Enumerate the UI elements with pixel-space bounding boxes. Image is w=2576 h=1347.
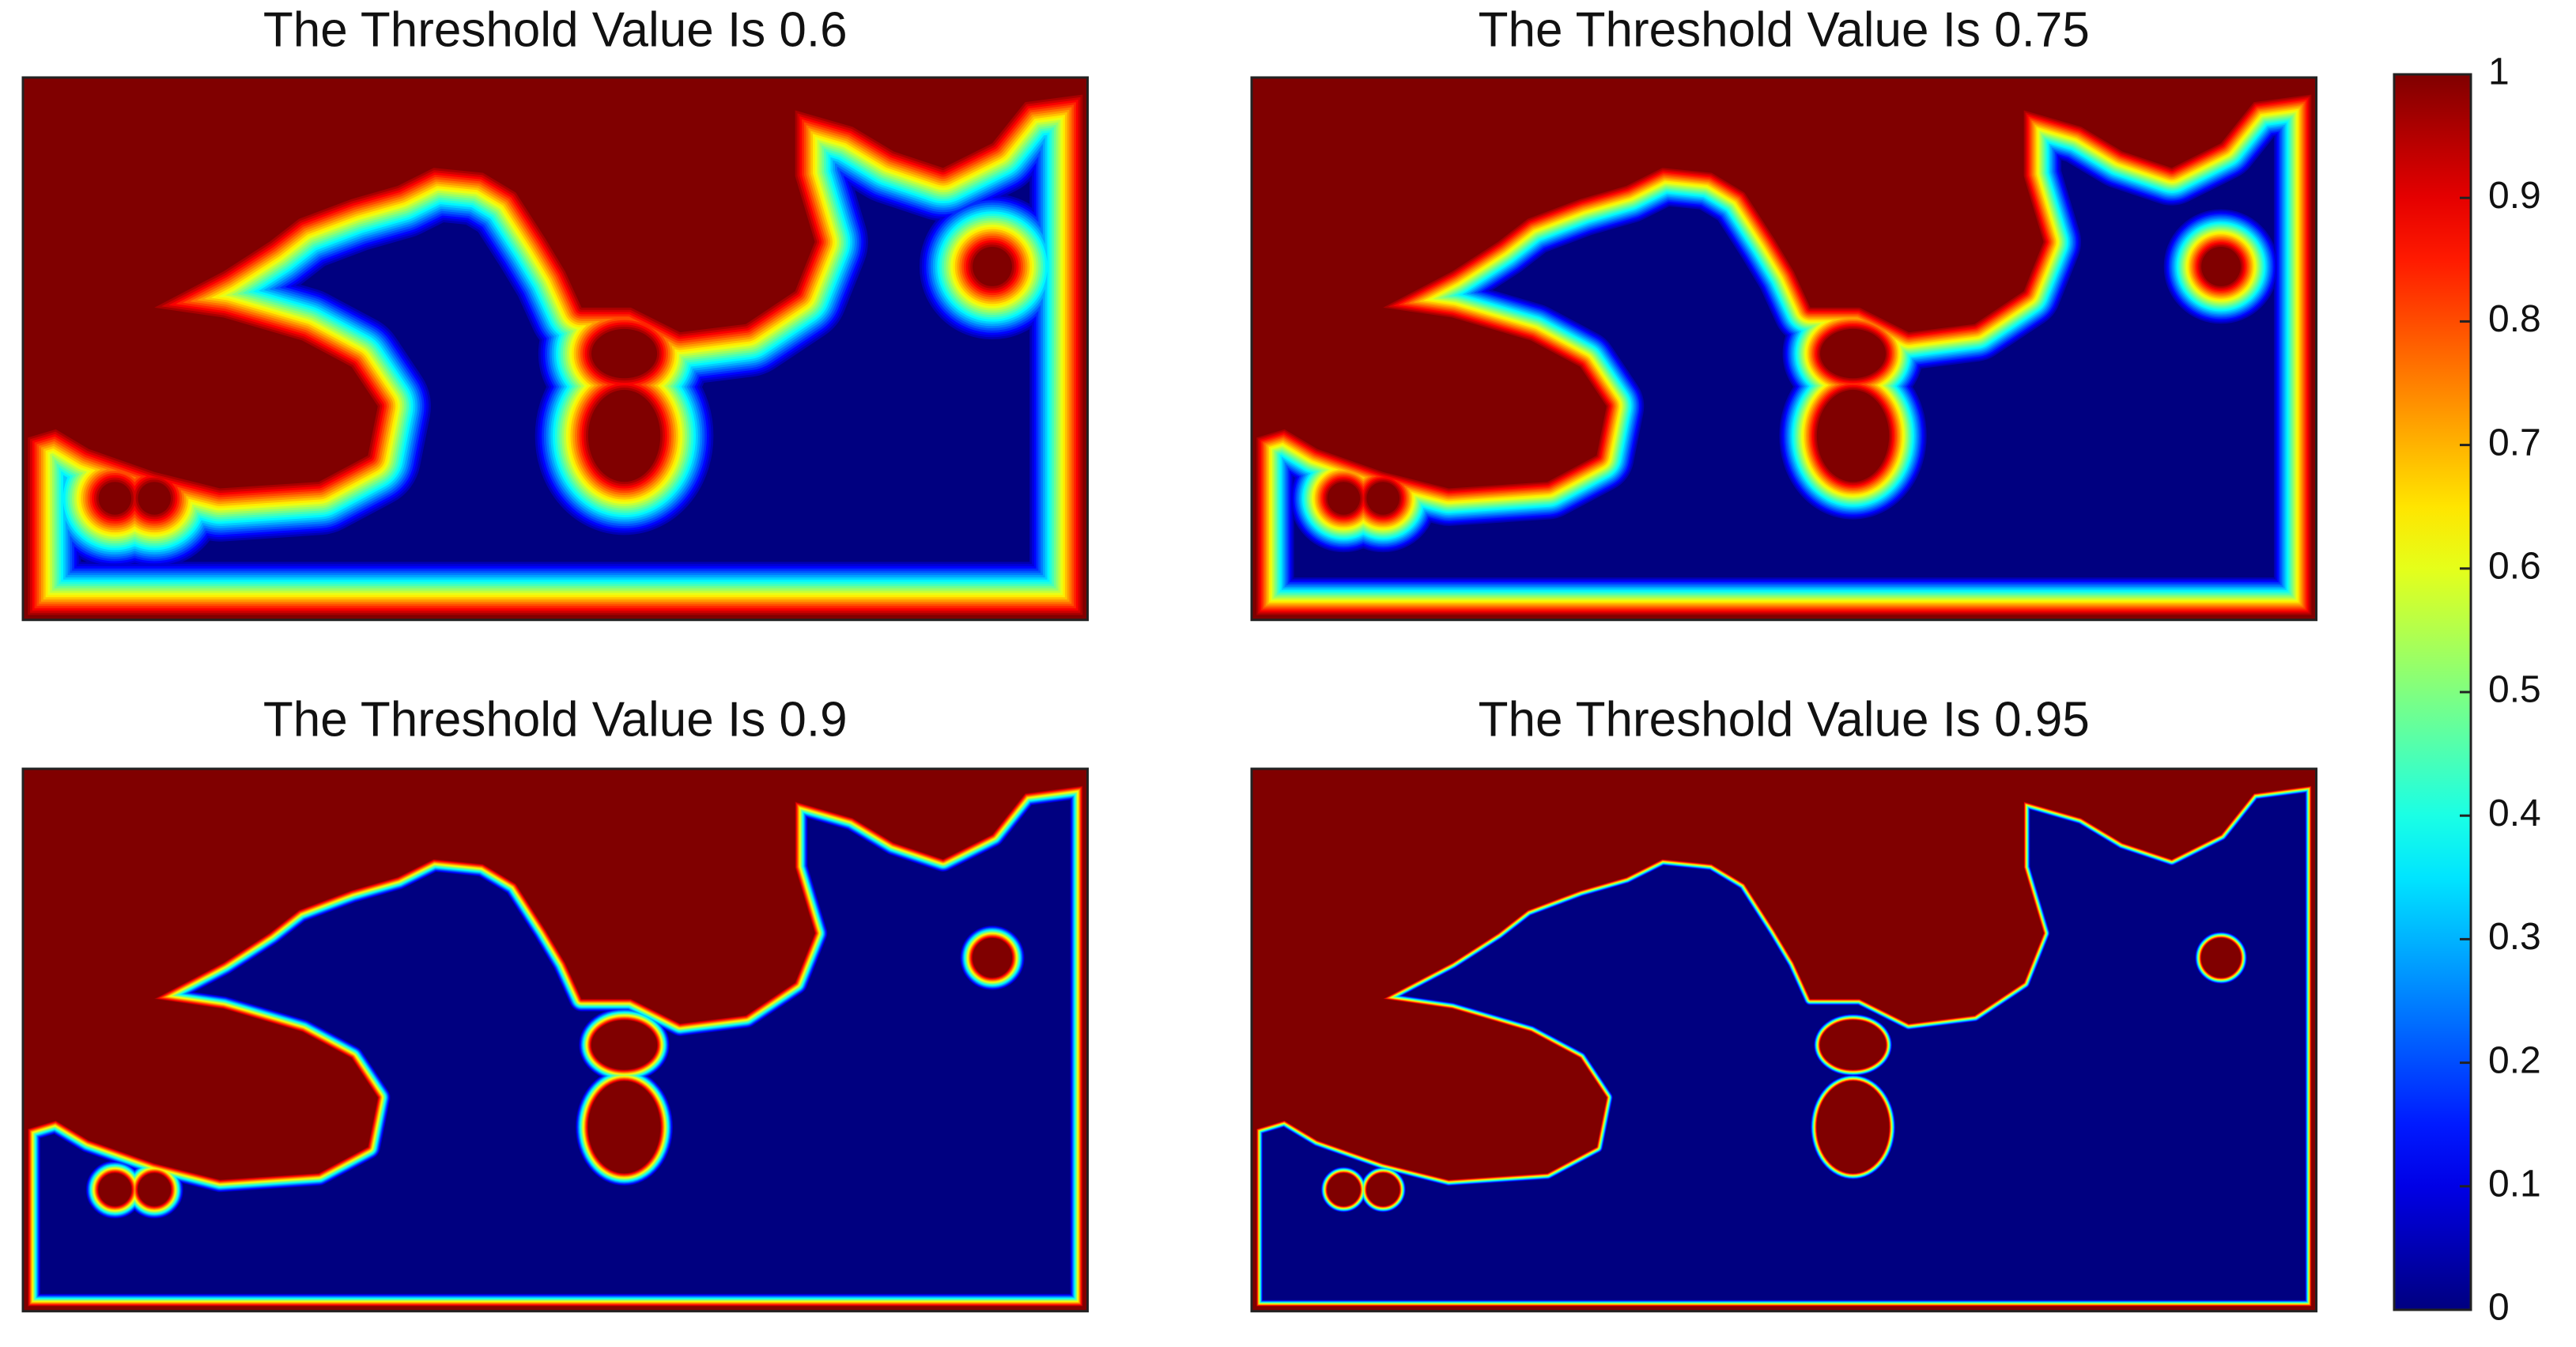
island-region bbox=[1366, 1173, 1400, 1206]
colorbar-tick-label: 1 bbox=[2488, 51, 2510, 93]
colorbar-tick-label: 0.4 bbox=[2488, 793, 2541, 834]
island-region bbox=[1327, 1173, 1361, 1206]
land-region bbox=[1252, 78, 2317, 489]
panel-frame bbox=[1250, 767, 2318, 1313]
heatmap bbox=[1252, 769, 2317, 1311]
island-region bbox=[1819, 1020, 1887, 1070]
island-region bbox=[98, 1173, 132, 1206]
island-region bbox=[138, 1173, 172, 1206]
land-region bbox=[23, 769, 1088, 1180]
colorbar-tick-label: 0 bbox=[2488, 1287, 2510, 1329]
heatmap-band bbox=[1252, 78, 2317, 620]
colorbar-tick-label: 0.3 bbox=[2488, 916, 2541, 958]
colorbar bbox=[2393, 73, 2472, 1311]
colorbar-tick-label: 0.1 bbox=[2488, 1163, 2541, 1205]
island-region bbox=[138, 482, 172, 515]
island-region bbox=[2201, 938, 2241, 978]
heatmap bbox=[1252, 78, 2317, 620]
island-region bbox=[1816, 389, 1890, 482]
panel-frame bbox=[21, 767, 1090, 1313]
panel-frame bbox=[1250, 76, 2318, 622]
island-region bbox=[587, 389, 661, 482]
colorbar-tick-label: 0.9 bbox=[2488, 175, 2541, 217]
land-region bbox=[1252, 769, 2317, 1180]
colorbar-tick-label: 0.8 bbox=[2488, 298, 2541, 340]
island-region bbox=[98, 482, 132, 515]
panel-title: The Threshold Value Is 0.95 bbox=[1479, 692, 2090, 747]
island-region bbox=[973, 247, 1012, 286]
panel-frame bbox=[21, 76, 1090, 622]
panel-title: The Threshold Value Is 0.75 bbox=[1479, 2, 2090, 57]
heatmap bbox=[23, 78, 1088, 620]
heatmap-band bbox=[23, 78, 1088, 620]
island-region bbox=[973, 938, 1012, 978]
island-region bbox=[591, 328, 658, 379]
island-region bbox=[1366, 482, 1400, 515]
island-region bbox=[591, 1020, 658, 1070]
panel-title: The Threshold Value Is 0.6 bbox=[263, 2, 848, 57]
land-region bbox=[23, 78, 1088, 489]
island-region bbox=[1816, 1080, 1890, 1174]
heatmap-band bbox=[1252, 769, 2317, 1311]
colorbar-tick-label: 0.5 bbox=[2488, 669, 2541, 711]
island-region bbox=[1819, 328, 1887, 379]
colorbar-tick-label: 0.6 bbox=[2488, 545, 2541, 587]
colorbar-tick-label: 0.2 bbox=[2488, 1039, 2541, 1081]
island-region bbox=[1327, 482, 1361, 515]
colorbar-tick-label: 0.7 bbox=[2488, 422, 2541, 464]
panel-title: The Threshold Value Is 0.9 bbox=[263, 692, 848, 747]
island-region bbox=[2201, 247, 2241, 286]
island-region bbox=[587, 1080, 661, 1174]
heatmap-band bbox=[23, 769, 1088, 1311]
heatmap bbox=[23, 769, 1088, 1311]
